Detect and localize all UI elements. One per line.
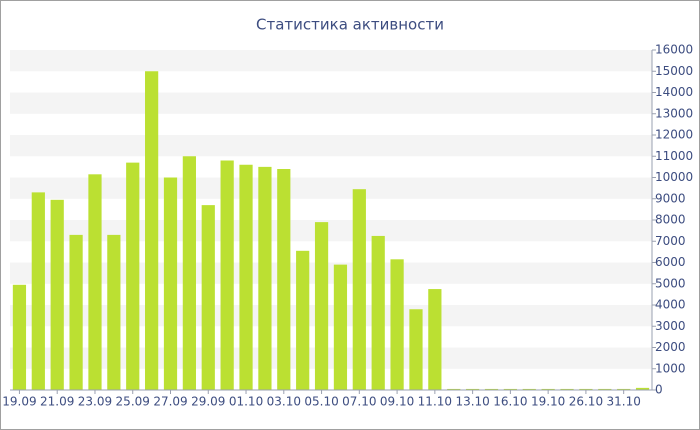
y-tick-label: 0	[655, 383, 663, 397]
bar	[145, 71, 159, 390]
bar	[50, 199, 64, 390]
y-tick-label: 10000	[655, 170, 693, 184]
y-tick-label: 13000	[655, 106, 693, 120]
y-tick-label: 14000	[655, 85, 693, 99]
y-tick-label: 4000	[655, 298, 686, 312]
x-tick-label: 19.09	[2, 395, 36, 409]
bar	[371, 235, 385, 390]
grid-band	[10, 177, 652, 199]
y-tick-label: 3000	[655, 319, 686, 333]
y-tick-label: 15000	[655, 64, 693, 78]
bar	[409, 309, 423, 390]
bar	[598, 388, 612, 390]
x-tick-label: 01.10	[229, 395, 263, 409]
x-tick-label: 13.10	[455, 395, 489, 409]
bar	[163, 177, 178, 390]
bar	[296, 250, 310, 390]
y-tick-label: 7000	[655, 234, 686, 248]
x-tick-label: 27.09	[153, 395, 187, 409]
y-tick-label: 12000	[655, 128, 693, 142]
bar	[579, 388, 593, 390]
bar	[333, 264, 348, 390]
chart-title: Статистика активности	[256, 16, 444, 34]
bar	[522, 388, 536, 390]
bar	[88, 174, 102, 390]
x-tick-label: 19.10	[531, 395, 565, 409]
x-tick-label: 03.10	[267, 395, 301, 409]
bar	[239, 164, 253, 390]
x-tick-label: 16.10	[493, 395, 527, 409]
bar	[126, 162, 140, 390]
bar	[484, 388, 499, 390]
x-tick-label: 09.10	[380, 395, 414, 409]
bar	[182, 156, 196, 390]
bar	[466, 388, 480, 390]
bar	[12, 284, 27, 390]
x-tick-label: 29.09	[191, 395, 225, 409]
bar	[428, 289, 442, 390]
bar	[258, 166, 272, 390]
y-tick-label: 9000	[655, 191, 686, 205]
y-tick-label: 6000	[655, 255, 686, 269]
bar	[617, 388, 631, 390]
bar	[352, 189, 366, 390]
bar	[503, 388, 517, 390]
y-tick-label: 8000	[655, 213, 686, 227]
y-tick-label: 2000	[655, 340, 686, 354]
grid-band	[10, 347, 652, 369]
bar	[314, 222, 329, 390]
bar	[201, 205, 215, 390]
grid-band	[10, 262, 652, 284]
x-tick-label: 25.09	[116, 395, 150, 409]
bar	[541, 388, 555, 390]
x-tick-label: 23.09	[78, 395, 112, 409]
x-tick-label: 11.10	[418, 395, 452, 409]
bar	[390, 259, 404, 390]
bar	[635, 387, 650, 390]
x-tick-label: 21.09	[40, 395, 74, 409]
y-tick-label: 16000	[655, 43, 693, 57]
grid-band	[10, 220, 652, 242]
x-tick-label: 05.10	[304, 395, 338, 409]
grid-band	[10, 135, 652, 157]
x-tick-label: 26.10	[569, 395, 603, 409]
bar	[277, 169, 291, 390]
bar	[69, 234, 83, 390]
bar	[220, 160, 234, 390]
bar	[560, 388, 574, 390]
bar	[31, 192, 45, 390]
grid-band	[10, 305, 652, 327]
y-tick-label: 1000	[655, 361, 686, 375]
bar	[447, 388, 461, 390]
y-tick-label: 11000	[655, 149, 693, 163]
x-tick-label: 07.10	[342, 395, 376, 409]
y-tick-label: 5000	[655, 276, 686, 290]
x-tick-label: 31.10	[606, 395, 640, 409]
grid-band	[10, 50, 652, 72]
grid-band	[10, 92, 652, 114]
bar	[107, 234, 121, 390]
